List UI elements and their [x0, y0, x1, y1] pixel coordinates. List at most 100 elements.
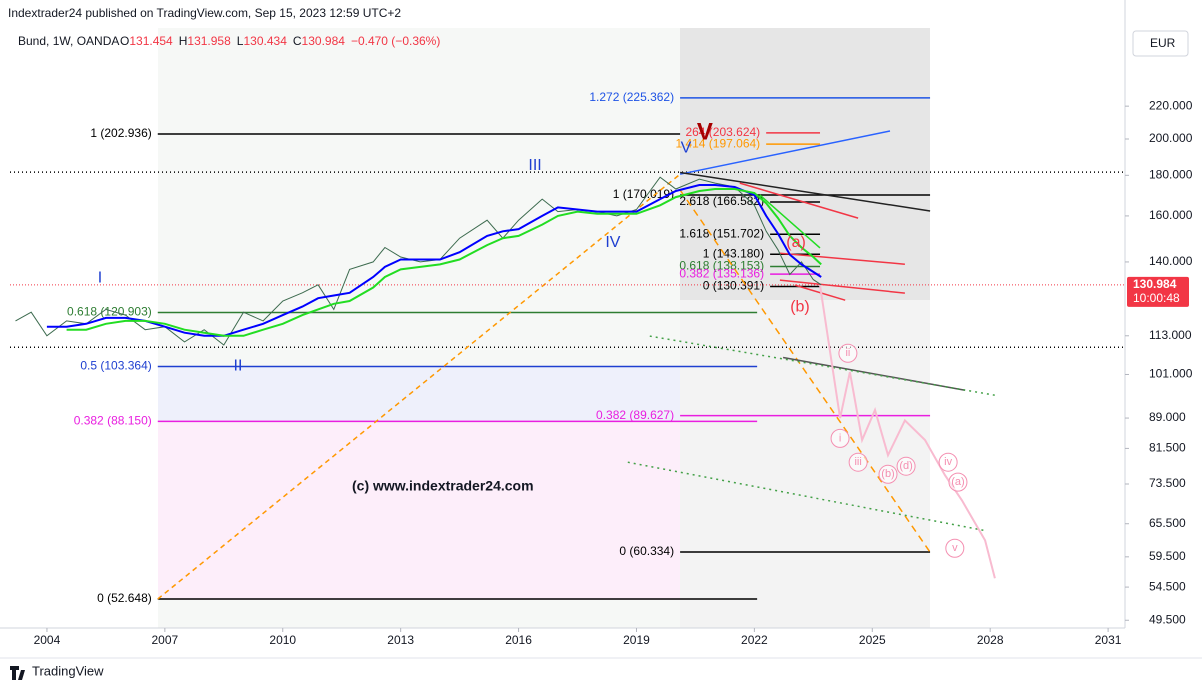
y-tick-label: 89.000 [1149, 410, 1186, 424]
trendline [779, 252, 905, 265]
wave-label: v [952, 542, 958, 554]
x-tick-label: 2004 [34, 633, 61, 647]
wave-circle [938, 452, 958, 472]
fib-label: 1.272 (225.362) [589, 90, 674, 104]
fib-label: 1.414 (197.064) [675, 136, 760, 150]
wave-label: (b) [881, 468, 894, 480]
wave-label: (a) [951, 476, 964, 488]
change: −0.470 (−0.36%) [351, 34, 440, 48]
wave-label: iii [854, 456, 861, 468]
x-tick-label: 2022 [741, 633, 768, 647]
price-tag-value: 130.984 [1133, 277, 1177, 291]
trendline [679, 171, 931, 212]
wave-circle [945, 538, 965, 558]
fib-label: 1 (170.019) [613, 187, 674, 201]
trendline [794, 284, 846, 301]
trendline [759, 194, 821, 249]
y-tick-label: 59.500 [1149, 549, 1186, 563]
trendline [679, 189, 931, 553]
ohlc-key: H [179, 34, 188, 48]
price-line [46, 184, 822, 337]
y-tick-label: 49.500 [1149, 612, 1186, 626]
wave-circle [948, 472, 968, 492]
fib-label: 0 (52.648) [97, 591, 152, 605]
fib-band [158, 422, 757, 600]
x-tick-label: 2013 [387, 633, 414, 647]
currency[interactable]: EUR [1150, 36, 1176, 50]
x-tick-label: 2031 [1095, 633, 1122, 647]
ohlc-key: O [120, 34, 129, 48]
watermark: (c) www.indextrader24.com [352, 478, 534, 494]
ohlc-key: L [237, 34, 244, 48]
wave-label: V [681, 139, 692, 156]
fib-label: 1 (202.936) [90, 126, 151, 140]
wave-label: i [839, 432, 841, 444]
y-tick-label: 220.000 [1149, 98, 1193, 112]
y-tick-label: 180.000 [1149, 167, 1193, 181]
symbol: Bund, 1W, OANDA [18, 34, 119, 48]
currency-box[interactable] [1132, 30, 1189, 57]
y-tick-label: 160.000 [1149, 208, 1193, 222]
fib-label: 0.382 (135.136) [679, 266, 764, 280]
y-tick-label: 101.000 [1149, 367, 1193, 381]
publisher: Indextrader24 published on TradingView.c… [8, 6, 401, 20]
trendline [627, 461, 986, 532]
wave-label: iv [944, 456, 952, 468]
y-tick-label: 140.000 [1149, 254, 1193, 268]
fib-band [158, 366, 757, 422]
wave-circle [830, 428, 850, 448]
y-tick-label: 54.500 [1149, 579, 1186, 593]
trendline [739, 182, 859, 219]
fib-label: 1 (143.180) [703, 246, 764, 260]
x-tick-label: 2007 [151, 633, 178, 647]
wave-circle [848, 452, 868, 472]
ohlc-value: 131.454 [129, 34, 173, 48]
y-tick-label: 73.500 [1149, 476, 1186, 490]
trendline [679, 130, 891, 175]
wave-label: (d) [899, 460, 912, 472]
wave-circle [878, 464, 898, 484]
x-tick-label: 2016 [505, 633, 532, 647]
wave-label: III [528, 157, 541, 174]
price-line [66, 188, 822, 337]
ohlc-value: 130.984 [302, 34, 346, 48]
y-tick-label: 65.500 [1149, 516, 1186, 530]
fib-label: 0 (130.391) [703, 279, 764, 293]
fib-label: 2.618 (166.582) [679, 194, 764, 208]
wave-label: ii [845, 347, 850, 359]
fib-label: 0.618 (120.903) [67, 305, 152, 319]
fib-label: 0.5 (103.364) [80, 359, 151, 373]
countdown: 10:00:48 [1133, 291, 1180, 305]
projection [819, 284, 996, 579]
price-tag [1127, 276, 1189, 307]
ohlc-value: 130.434 [243, 34, 287, 48]
trendline [779, 279, 905, 294]
fib-label: 0.382 (89.627) [596, 408, 674, 422]
wave-circle [896, 456, 916, 476]
wave-label: V [697, 118, 713, 145]
y-tick-label: 200.000 [1149, 131, 1193, 145]
x-tick-label: 2025 [859, 633, 886, 647]
trendline [649, 335, 996, 396]
fib-label: 0 (60.334) [619, 544, 674, 558]
fib-label: 264 (203.624) [685, 125, 760, 139]
wave-label: II [234, 358, 243, 375]
wave-label: IV [605, 234, 620, 251]
wave-label: (a) [786, 234, 806, 251]
y-tick-label: 81.500 [1149, 441, 1186, 455]
x-tick-label: 2010 [269, 633, 296, 647]
wave-label: (b) [790, 298, 810, 315]
wave-label: I [98, 269, 102, 286]
fib-label: 1.618 (151.702) [679, 226, 764, 240]
fib-label: 0.382 (88.150) [74, 414, 152, 428]
x-tick-label: 2019 [623, 633, 650, 647]
brand: TradingView [32, 663, 104, 678]
wave-circle [838, 343, 858, 363]
y-tick-label: 113.000 [1149, 328, 1192, 342]
ohlc-value: 131.958 [187, 34, 231, 48]
logo [10, 666, 25, 680]
ohlc-key: C [293, 34, 302, 48]
trendline [157, 173, 681, 600]
